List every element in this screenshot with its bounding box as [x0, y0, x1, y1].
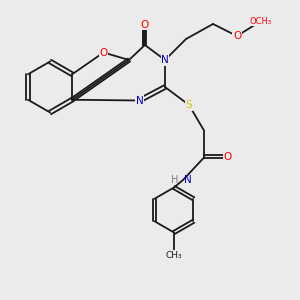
- Text: O: O: [99, 47, 108, 58]
- Text: N: N: [136, 95, 143, 106]
- Text: N: N: [184, 175, 192, 185]
- Text: CH₃: CH₃: [166, 250, 182, 260]
- Text: O: O: [233, 31, 241, 41]
- Text: S: S: [186, 100, 192, 110]
- Text: O: O: [141, 20, 149, 30]
- Text: O: O: [224, 152, 232, 163]
- Text: OCH₃: OCH₃: [250, 16, 272, 26]
- Text: H: H: [171, 175, 178, 185]
- Text: N: N: [161, 55, 169, 65]
